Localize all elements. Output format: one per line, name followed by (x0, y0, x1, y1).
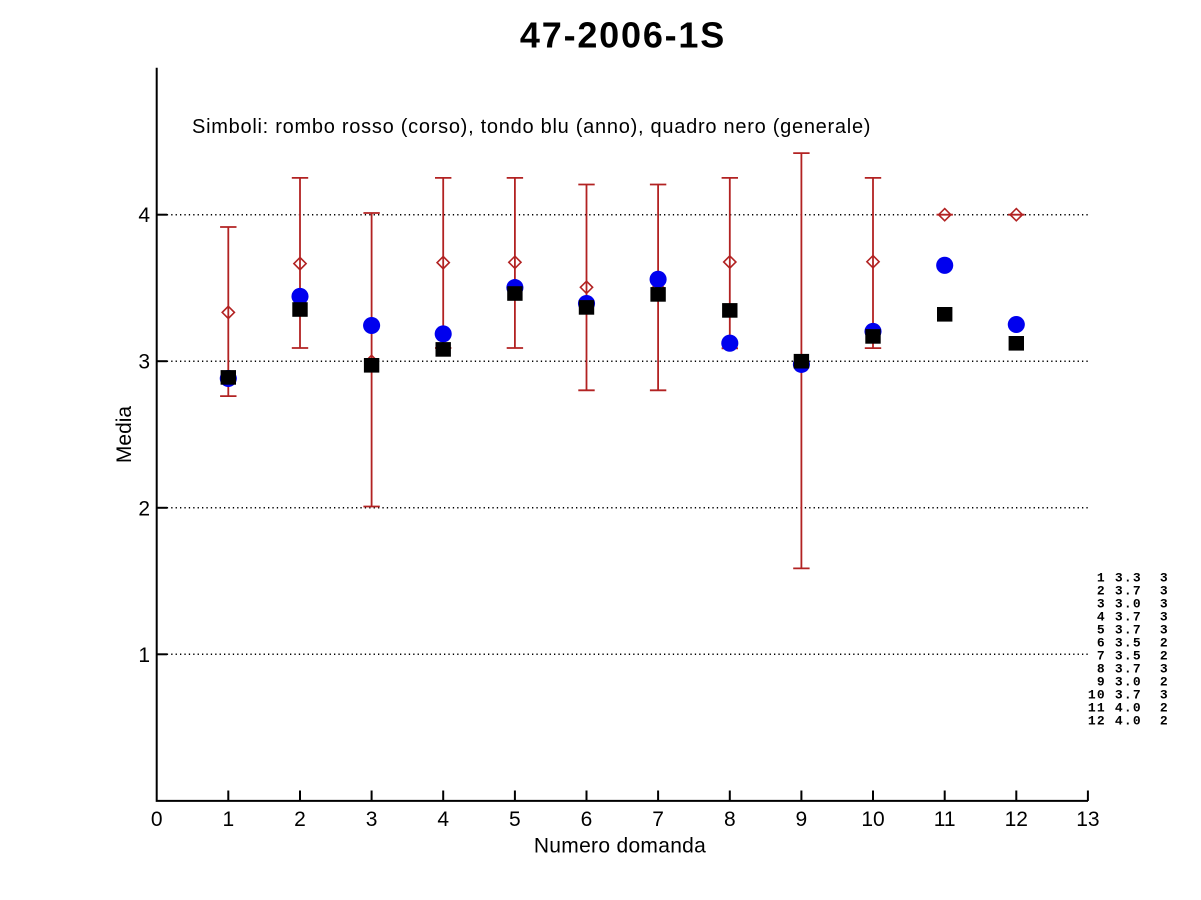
svg-text:1: 1 (222, 808, 234, 831)
svg-text:8: 8 (724, 808, 736, 831)
svg-text:12: 12 (1005, 808, 1028, 831)
svg-text:4 3.7 3: 4 3.7 3 (1088, 609, 1169, 624)
svg-text:8 3.7 3: 8 3.7 3 (1088, 661, 1169, 676)
svg-text:2 3.7 3: 2 3.7 3 (1088, 583, 1169, 598)
svg-text:13: 13 (1076, 808, 1099, 831)
svg-text:47-2006-1S: 47-2006-1S (520, 15, 726, 56)
svg-text:9: 9 (796, 808, 808, 831)
svg-text:11 4.0 2: 11 4.0 2 (1088, 700, 1169, 715)
svg-text:3: 3 (366, 808, 378, 831)
svg-text:5: 5 (509, 808, 521, 831)
svg-text:1 3.3 3: 1 3.3 3 (1088, 570, 1169, 585)
svg-text:6 3.5 2: 6 3.5 2 (1088, 635, 1169, 650)
svg-text:11: 11 (934, 808, 956, 831)
svg-text:5 3.7 3: 5 3.7 3 (1088, 622, 1169, 637)
svg-text:0: 0 (151, 808, 163, 831)
svg-text:2: 2 (138, 497, 150, 520)
svg-text:4: 4 (138, 204, 150, 227)
svg-text:3 3.0 3: 3 3.0 3 (1088, 596, 1169, 611)
svg-text:7: 7 (652, 808, 664, 831)
svg-text:4: 4 (437, 808, 449, 831)
svg-text:Media: Media (113, 406, 136, 464)
svg-text:3: 3 (138, 351, 150, 374)
svg-text:9 3.0 2: 9 3.0 2 (1088, 674, 1169, 689)
svg-text:12 4.0 2: 12 4.0 2 (1088, 713, 1169, 728)
svg-text:Numero domanda: Numero domanda (534, 835, 706, 858)
svg-text:7 3.5 2: 7 3.5 2 (1088, 648, 1169, 663)
svg-text:Simboli: rombo rosso (corso),: Simboli: rombo rosso (corso), tondo blu … (192, 116, 871, 138)
svg-text:1: 1 (138, 644, 150, 667)
svg-text:6: 6 (581, 808, 593, 831)
svg-text:10 3.7 3: 10 3.7 3 (1088, 687, 1169, 702)
svg-text:10: 10 (861, 808, 884, 831)
svg-text:2: 2 (294, 808, 306, 831)
